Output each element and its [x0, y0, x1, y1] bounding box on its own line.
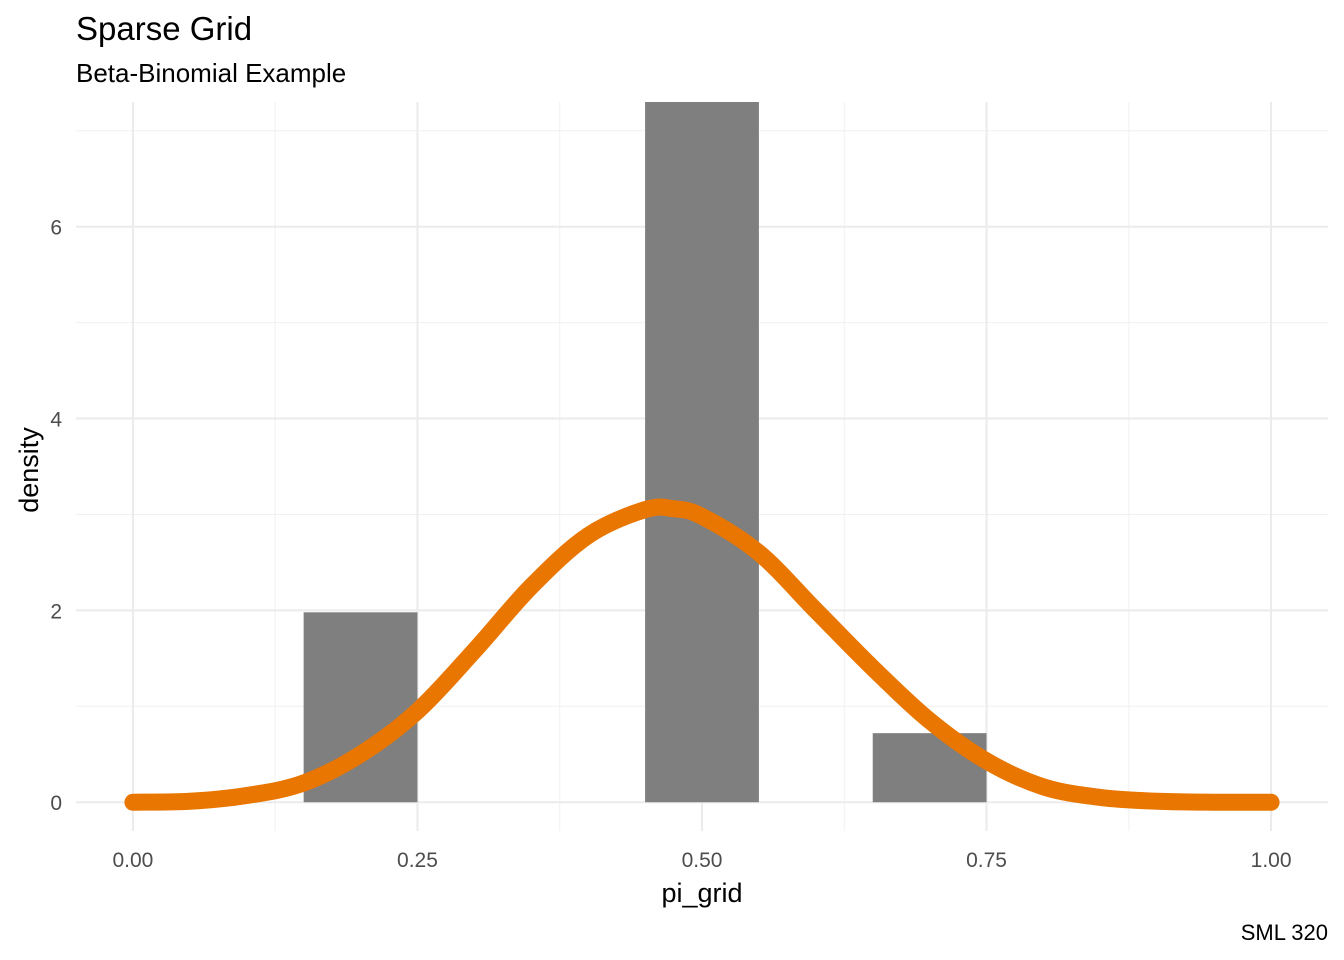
y-tick-label: 4: [50, 409, 62, 432]
x-axis-label: pi_grid: [661, 878, 742, 908]
x-tick-label: 0.00: [112, 849, 153, 872]
chart-subtitle: Beta-Binomial Example: [76, 58, 347, 88]
y-tick-label: 6: [50, 217, 62, 240]
chart-title: Sparse Grid: [76, 10, 253, 47]
y-tick-label: 0: [50, 792, 62, 815]
x-tick-label: 1.00: [1251, 849, 1292, 872]
density-curve: [124, 498, 1280, 811]
bar: [645, 102, 759, 803]
x-tick-label: 0.75: [966, 849, 1007, 872]
y-axis-label: density: [14, 427, 44, 513]
bars: [303, 102, 987, 803]
x-tick-label: 0.25: [397, 849, 438, 872]
y-tick-label: 2: [50, 600, 62, 623]
x-ticks: 0.00 0.25 0.50 0.75 1.00: [112, 849, 1291, 872]
y-ticks: 0 2 4 6: [50, 217, 62, 816]
x-tick-label: 0.50: [682, 849, 723, 872]
chart-caption: SML 320: [1240, 920, 1328, 945]
